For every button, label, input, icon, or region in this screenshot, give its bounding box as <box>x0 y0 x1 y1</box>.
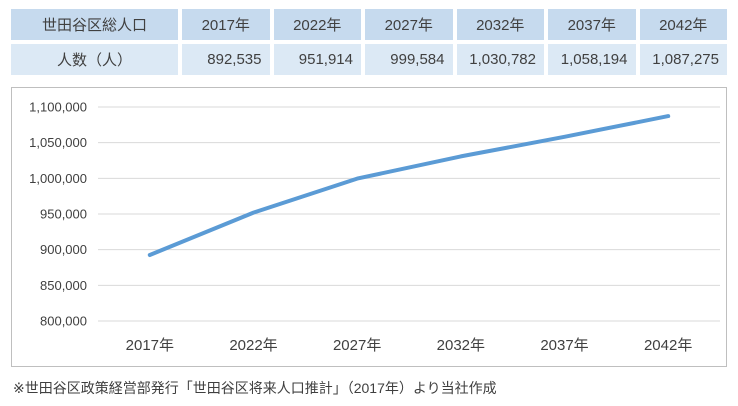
table-year-header-cell: 2032年 <box>456 9 544 40</box>
population-table: 世田谷区総人口 2017年 2022年 2027年 2032年 2037年 2042年人数（… <box>11 9 727 75</box>
table-value-cell: 1,030,782 <box>456 44 544 75</box>
x-axis-tick-label: 2042年 <box>644 337 692 354</box>
x-axis-tick-label: 2022年 <box>229 337 277 354</box>
table-value-cell: 892,535 <box>182 44 270 75</box>
table-value-cell: 951,914 <box>273 44 361 75</box>
y-axis-tick-label: 850,000 <box>40 278 87 293</box>
y-axis-tick-label: 800,000 <box>40 314 87 329</box>
x-axis-tick-label: 2032年 <box>437 337 485 354</box>
y-axis-tick-label: 900,000 <box>40 242 87 257</box>
population-line-chart: 800,000 850,000 900,000 950,000 1,000,000 1,0… <box>29 100 720 354</box>
table-value-cell: 1,058,194 <box>548 44 636 75</box>
y-axis-tick-label: 1,000,000 <box>29 171 87 186</box>
table-row-label-cell: 人数（人） <box>11 44 178 75</box>
table-year-header-cell: 2027年 <box>365 9 453 40</box>
table-year-header-cell: 2042年 <box>639 9 727 40</box>
x-axis-tick-label: 2037年 <box>540 337 588 354</box>
population-chart-container: 800,000 850,000 900,000 950,000 1,000,000 1,0… <box>11 87 727 367</box>
source-footnote: ※世田谷区政策経営部発行「世田谷区将来人口推計」（2017年）より当社作成 <box>13 380 497 396</box>
table-year-header-cell: 2037年 <box>548 9 636 40</box>
table-value-cell: 999,584 <box>365 44 453 75</box>
y-axis-tick-label: 950,000 <box>40 207 87 222</box>
table-title-cell: 世田谷区総人口 <box>11 9 178 40</box>
x-axis-tick-label: 2017年 <box>126 337 174 354</box>
x-axis-tick-label: 2027年 <box>333 337 381 354</box>
table-value-cell: 1,087,275 <box>639 44 727 75</box>
population-line-series <box>147 114 671 257</box>
y-axis-tick-label: 1,100,000 <box>29 100 87 115</box>
y-axis-tick-label: 1,050,000 <box>29 135 87 150</box>
table-year-header-cell: 2022年 <box>273 9 361 40</box>
table-year-header-cell: 2017年 <box>182 9 270 40</box>
